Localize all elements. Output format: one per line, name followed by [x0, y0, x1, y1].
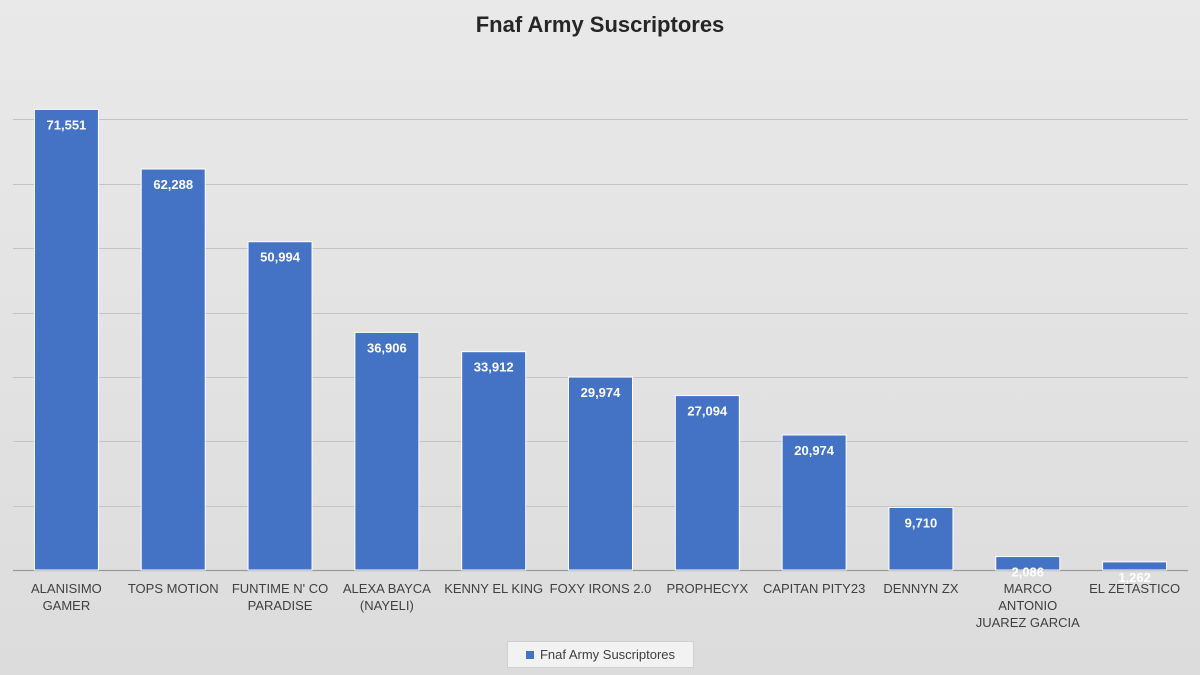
- bar: [995, 556, 1061, 571]
- bar: [674, 395, 740, 571]
- category-label: MARCO: [1004, 581, 1052, 596]
- data-label: 20,974: [794, 443, 835, 458]
- data-label: 1,262: [1118, 570, 1151, 585]
- bar: [568, 376, 633, 571]
- data-label: 9,710: [905, 515, 938, 530]
- data-label: 36,906: [367, 340, 407, 355]
- category-label: ANTONIO: [998, 598, 1057, 613]
- bar: [461, 351, 527, 571]
- category-label: FOXY IRONS 2.0: [550, 581, 652, 596]
- data-label: 2,086: [1011, 565, 1044, 580]
- category-label: FUNTIME N' CO: [232, 581, 328, 596]
- data-label: 33,912: [474, 360, 514, 375]
- data-label: 27,094: [687, 404, 728, 419]
- bar: [888, 506, 954, 571]
- category-label: ALANISIMO: [31, 581, 102, 596]
- category-label: GAMER: [43, 598, 91, 613]
- category-label: ALEXA BAYCA: [343, 581, 431, 596]
- bar: [354, 331, 420, 571]
- category-label: (NAYELI): [360, 598, 414, 613]
- bar: [247, 241, 313, 571]
- bar: [33, 108, 99, 571]
- category-label: PROPHECYX: [666, 581, 748, 596]
- category-label: JUAREZ GARCIA: [976, 615, 1080, 630]
- bar: [781, 434, 847, 571]
- legend-swatch: [525, 650, 534, 659]
- data-label: 50,994: [260, 250, 301, 265]
- category-label: DENNYN ZX: [883, 581, 958, 596]
- bar: [140, 168, 206, 571]
- data-label: 71,551: [47, 117, 87, 132]
- bar: [1102, 561, 1168, 571]
- chart-title: Fnaf Army Suscriptores: [475, 12, 725, 37]
- legend-label: Fnaf Army Suscriptores: [539, 647, 676, 662]
- category-label: EL ZETASTICO: [1089, 581, 1180, 596]
- category-label: KENNY EL KING: [444, 581, 543, 596]
- category-label: PARADISE: [248, 598, 313, 613]
- data-label: 29,974: [581, 385, 622, 400]
- category-label: CAPITAN PITY23: [763, 581, 865, 596]
- category-label: TOPS MOTION: [128, 581, 219, 596]
- data-label: 62,288: [153, 177, 193, 192]
- legend: Fnaf Army Suscriptores: [507, 641, 694, 668]
